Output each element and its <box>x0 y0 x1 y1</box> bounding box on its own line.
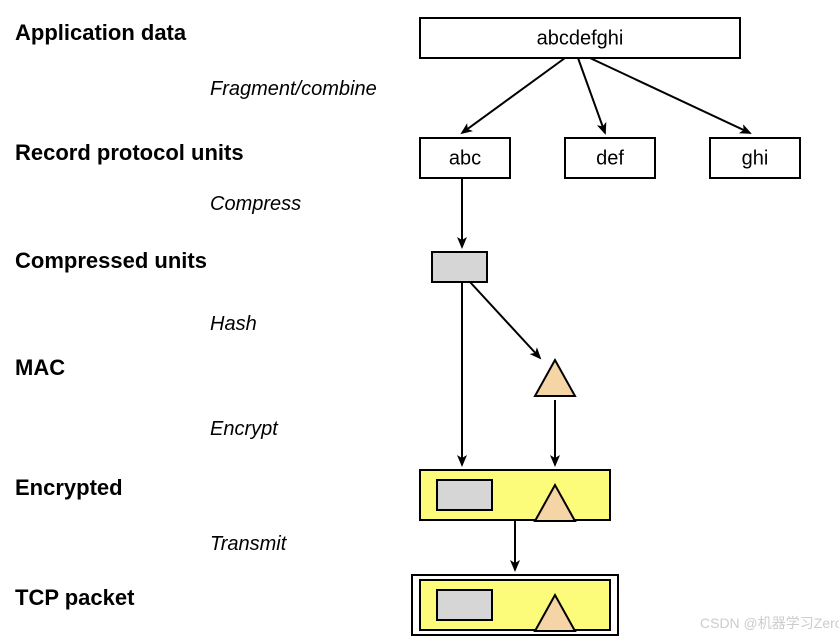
box-abc-text: abc <box>449 147 481 169</box>
label-encrypted: Encrypted <box>15 475 123 500</box>
arrow-0 <box>462 58 565 133</box>
label-mac: MAC <box>15 355 65 380</box>
box-def-text: def <box>596 147 624 169</box>
label-record-units: Record protocol units <box>15 140 244 165</box>
watermark: CSDN @机器学习Zero <box>700 615 839 631</box>
arrow-1 <box>578 58 605 133</box>
arrow-5 <box>470 282 540 358</box>
label-application-data: Application data <box>15 20 187 45</box>
box-encrypted-inner <box>437 480 492 510</box>
box-ghi-text: ghi <box>742 147 769 169</box>
step-transmit: Transmit <box>210 533 288 555</box>
step-hash: Hash <box>210 313 257 335</box>
box-tcp-inner <box>437 590 492 620</box>
label-tcp-packet: TCP packet <box>15 585 135 610</box>
box-app-data-text: abcdefghi <box>537 27 624 49</box>
step-encrypt: Encrypt <box>210 418 279 440</box>
step-fragment: Fragment/combine <box>210 78 377 100</box>
step-compress: Compress <box>210 193 301 215</box>
triangle-mac <box>535 360 575 396</box>
box-compressed <box>432 252 487 282</box>
label-compressed-units: Compressed units <box>15 248 207 273</box>
arrow-2 <box>590 58 750 133</box>
